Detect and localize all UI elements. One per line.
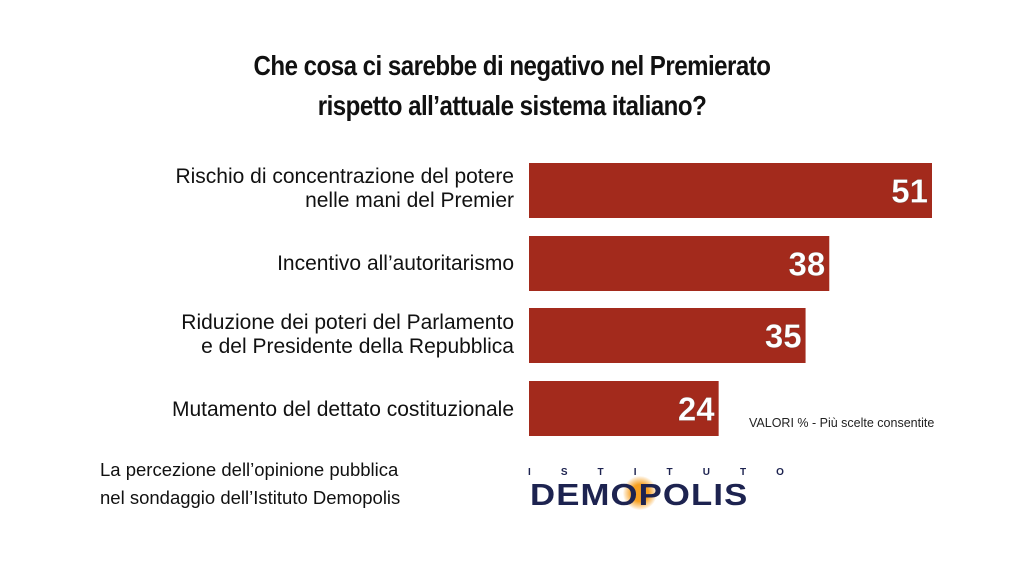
bar-1: [529, 163, 932, 218]
source-line-1: La percezione dell’opinione pubblica: [100, 459, 399, 480]
category-label-3: Riduzione dei poteri del Parlamento e del…: [181, 311, 514, 358]
category-label-2: Incentivo all’autoritarismo: [277, 252, 514, 275]
bar-3: [529, 308, 806, 363]
bar-value-label-2: 38: [789, 246, 826, 283]
chart-title-line-2: rispetto all’attuale sistema italiano?: [317, 90, 707, 121]
bar-value-label-4: 24: [678, 391, 715, 428]
bar-4: [529, 381, 719, 436]
source-line-2: nel sondaggio dell’Istituto Demopolis: [100, 487, 401, 508]
logo-sun-glow: [623, 476, 657, 510]
logo-demopolis-text: DEMOPOLIS: [530, 477, 749, 512]
category-label-4: Mutamento del dettato costituzionale: [171, 398, 514, 421]
bar-2: [529, 236, 830, 291]
values-note: VALORI % - Più scelte consentite: [749, 416, 935, 430]
bar-value-label-1: 51: [891, 173, 928, 210]
category-label-1: Rischio di concentrazione del potere nell…: [175, 165, 514, 212]
chart-title-line-1: Che cosa ci sarebbe di negativo nel Prem…: [253, 50, 771, 81]
bar-value-label-3: 35: [765, 318, 802, 355]
